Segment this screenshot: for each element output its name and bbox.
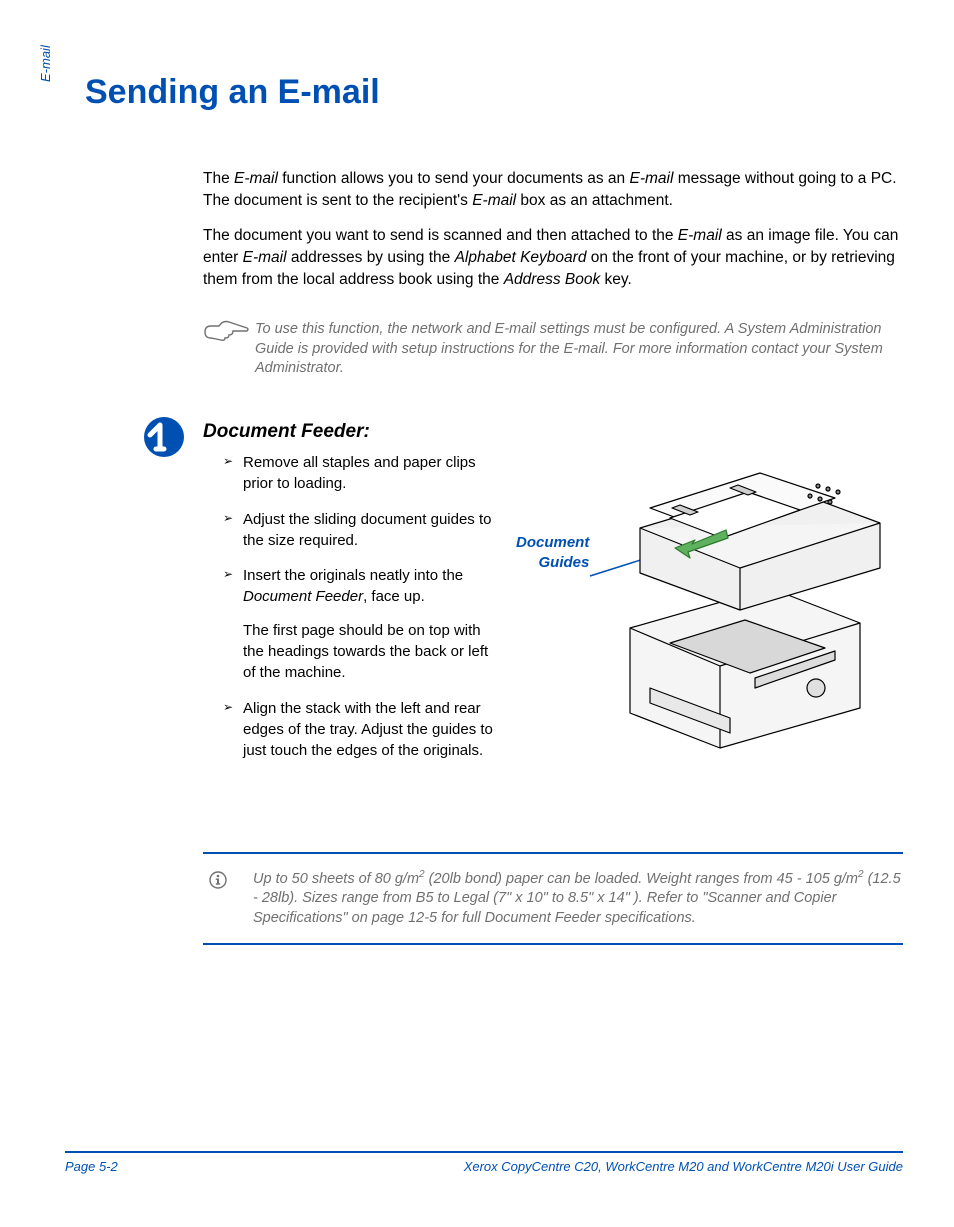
figure-callout-label: Document Guides bbox=[516, 533, 589, 572]
text: Up to 50 sheets of 80 g/m bbox=[253, 871, 419, 887]
list-item: Remove all staples and paper clips prior… bbox=[223, 452, 498, 495]
admin-note: To use this function, the network and E-… bbox=[203, 320, 903, 379]
text: The bbox=[203, 170, 234, 187]
list-sub-paragraph: The first page should be on top with the… bbox=[243, 620, 498, 684]
note-text: To use this function, the network and E-… bbox=[255, 320, 903, 379]
info-callout: Up to 50 sheets of 80 g/m2 (20lb bond) p… bbox=[203, 852, 903, 945]
page-footer: Page 5-2 Xerox CopyCentre C20, WorkCentr… bbox=[65, 1151, 903, 1174]
guide-title: Xerox CopyCentre C20, WorkCentre M20 and… bbox=[464, 1159, 903, 1174]
emphasis: Alphabet Keyboard bbox=[455, 249, 587, 266]
emphasis: E-mail bbox=[678, 227, 722, 244]
text: , face up. bbox=[363, 588, 425, 605]
emphasis: E-mail bbox=[234, 170, 278, 187]
instruction-list: Remove all staples and paper clips prior… bbox=[223, 452, 498, 776]
text: function allows you to send your documen… bbox=[278, 170, 630, 187]
page-title: Sending an E-mail bbox=[85, 73, 380, 112]
text: The document you want to send is scanned… bbox=[203, 227, 678, 244]
list-item: Insert the originals neatly into the Doc… bbox=[223, 565, 498, 608]
emphasis: E-mail bbox=[629, 170, 673, 187]
pointing-hand-icon bbox=[203, 318, 249, 344]
emphasis: E-mail bbox=[472, 192, 516, 209]
text: Insert the originals neatly into the bbox=[243, 567, 463, 584]
list-item: Adjust the sliding document guides to th… bbox=[223, 509, 498, 552]
intro-paragraphs: The E-mail function allows you to send y… bbox=[203, 168, 903, 304]
section-heading: Document Feeder: bbox=[203, 421, 370, 443]
emphasis: E-mail bbox=[243, 249, 287, 266]
sidebar-section-label: E-mail bbox=[38, 45, 53, 82]
step-1-badge-icon bbox=[142, 415, 186, 459]
emphasis: Address Book bbox=[504, 271, 601, 288]
label-line: Document bbox=[516, 534, 589, 551]
intro-p2: The document you want to send is scanned… bbox=[203, 225, 903, 290]
text: (20lb bond) paper can be loaded. Weight … bbox=[425, 871, 858, 887]
intro-p1: The E-mail function allows you to send y… bbox=[203, 168, 903, 211]
printer-illustration bbox=[580, 448, 900, 758]
text: key. bbox=[600, 271, 632, 288]
text: addresses by using the bbox=[287, 249, 455, 266]
text: box as an attachment. bbox=[516, 192, 673, 209]
page-number: Page 5-2 bbox=[65, 1159, 118, 1174]
info-text: Up to 50 sheets of 80 g/m2 (20lb bond) p… bbox=[253, 868, 903, 929]
list-item: Align the stack with the left and rear e… bbox=[223, 698, 498, 762]
emphasis: Document Feeder bbox=[243, 588, 363, 605]
info-icon bbox=[209, 871, 227, 889]
